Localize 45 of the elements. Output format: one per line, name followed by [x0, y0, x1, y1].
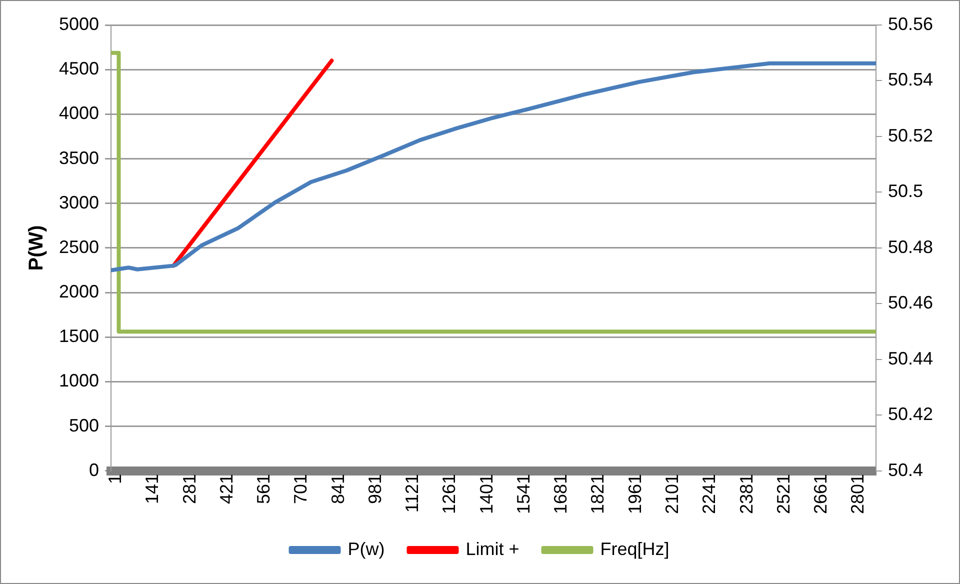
y-tick-label: 500: [68, 415, 100, 436]
x-tick-label: 1401: [476, 474, 496, 514]
y-tick-label: 3500: [58, 148, 100, 168]
x-tick-label: 701: [290, 474, 311, 504]
x-tick-label: 421: [216, 474, 236, 504]
x-tick-label: 281: [179, 474, 200, 504]
y2-tick-label: 50.5: [888, 181, 924, 202]
y-tick-label: 3000: [58, 192, 100, 212]
x-tick-label: 561: [254, 474, 274, 504]
x-tick-label: 1261: [439, 474, 460, 514]
y2-tick-label: 50.56: [888, 14, 934, 34]
y-tick-label: 1500: [58, 326, 100, 346]
x-tick-label: 1: [105, 474, 126, 484]
y-tick-label: 4000: [58, 103, 100, 124]
y-axis-title: P(W): [26, 225, 48, 271]
legend-label: Limit +: [466, 538, 520, 559]
x-tick-label: 1821: [588, 474, 608, 514]
x-tick-label: 1681: [550, 474, 571, 514]
y2-tick-label: 50.46: [888, 292, 934, 313]
x-tick-label: 1961: [624, 474, 645, 514]
x-tick-label: 981: [364, 474, 385, 504]
x-tick-label: 1541: [513, 474, 534, 514]
x-tick-label: 2801: [848, 474, 868, 514]
x-tick-label: 1121: [402, 474, 422, 513]
y-tick-label: 4500: [58, 58, 100, 79]
x-tick-label: 2241: [699, 474, 720, 514]
x-tick-label: 2661: [810, 474, 831, 514]
y2-tick-label: 50.4: [888, 460, 924, 480]
x-tick-label: 2381: [736, 474, 756, 514]
legend-label: P(w): [348, 538, 385, 559]
y-tick-label: 0: [89, 460, 100, 480]
x-tick-label: 141: [142, 474, 162, 504]
x-tick-label: 2521: [773, 474, 794, 514]
legend-label: Freq[Hz]: [600, 538, 670, 559]
y-tick-label: 1000: [58, 370, 100, 391]
y2-tick-label: 50.52: [888, 125, 934, 146]
y2-tick-label: 50.44: [888, 348, 934, 368]
y-tick-label: 2000: [58, 282, 100, 302]
y-tick-label: 5000: [58, 14, 100, 34]
y2-tick-label: 50.48: [888, 236, 934, 257]
y2-tick-label: 50.42: [888, 404, 934, 424]
y-tick-label: 2500: [58, 236, 100, 257]
x-tick-label: 841: [328, 474, 348, 504]
x-tick-label: 2101: [662, 474, 682, 514]
y2-tick-label: 50.54: [888, 70, 934, 90]
